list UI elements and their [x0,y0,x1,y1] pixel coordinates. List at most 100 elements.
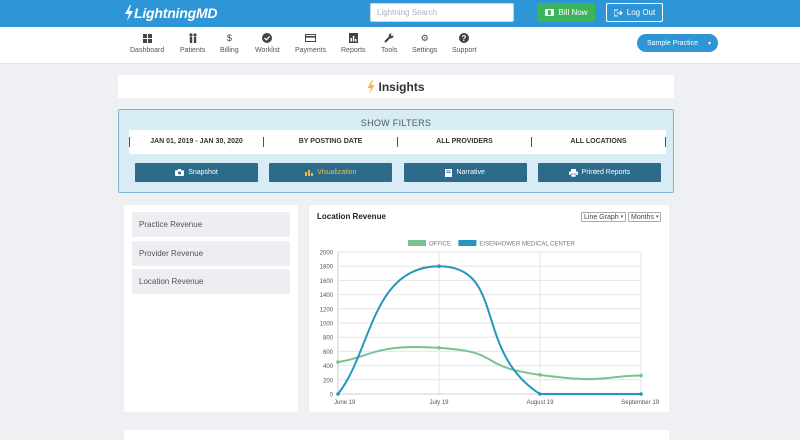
filter-date-basis[interactable]: BY POSTING DATE [263,137,397,147]
y-tick-label: 1000 [320,322,334,328]
check-circle-icon [262,32,273,44]
credit-card-icon [305,32,317,44]
y-tick-label: 1200 [320,307,334,313]
lightning-logo-icon [125,5,133,21]
filters-title[interactable]: SHOW FILTERS [360,118,432,128]
nav-tools-label: Tools [381,47,398,54]
nav-payments[interactable]: Payments [295,32,326,54]
nav-dashboard-label: Dashboard [130,47,165,54]
money-icon [544,9,554,16]
nav-billing[interactable]: $ Billing [220,32,239,54]
snapshot-button[interactable]: Snapshot [135,163,258,182]
nav-reports[interactable]: Reports [341,32,366,54]
y-tick-label: 600 [323,350,334,356]
visualization-label: Visualization [317,169,357,176]
menu-provider-revenue[interactable]: Provider Revenue [132,241,290,266]
y-tick-label: 2000 [320,251,334,257]
legend-swatch-1 [458,240,477,246]
logout-button[interactable]: Log Out [606,3,663,22]
gear-icon: ⚙ [420,33,429,43]
narrative-label: Narrative [456,169,485,176]
nav-settings-label: Settings [412,47,438,54]
nav-support[interactable]: ? Support [452,32,477,54]
logout-icon [613,9,623,16]
data-point [336,392,340,396]
reports-icon [348,32,358,44]
nav-dashboard[interactable]: Dashboard [130,32,164,54]
printed-reports-label: Printed Reports [581,169,631,176]
bottom-card [124,430,669,440]
top-bar: LightningMD Bill Now Log Out [0,0,800,27]
nav-worklist-label: Worklist [255,47,280,54]
nav-patients[interactable]: Patients [180,32,205,54]
data-point [437,264,441,268]
legend-swatch-0 [408,240,426,246]
nav-support-label: Support [452,47,477,54]
patients-icon [188,32,198,44]
filter-providers[interactable]: ALL PROVIDERS [397,137,531,147]
printer-icon [568,168,578,177]
narrative-button[interactable]: Narrative [403,163,527,182]
svg-text:?: ? [462,34,467,43]
nav-reports-label: Reports [341,47,366,54]
nav-patients-label: Patients [180,47,206,54]
y-tick-label: 400 [323,364,334,370]
chart-type-select[interactable]: Line Graph ▾ [581,212,627,222]
bill-now-button[interactable]: Bill Now [537,3,595,22]
insights-header: Insights [118,75,674,98]
snapshot-label: Snapshot [188,169,218,176]
x-tick-label: August 19 [526,400,554,406]
nav-payments-label: Payments [295,47,327,54]
logo-prefix: Lightning [134,5,196,21]
printed-reports-button[interactable]: Printed Reports [537,163,661,182]
view-buttons: Snapshot Visualization Narrative Printed… [135,163,661,182]
visualization-button[interactable]: Visualization [269,163,393,182]
data-point [437,346,441,350]
bill-now-label: Bill Now [558,8,588,17]
data-point [639,392,643,396]
question-icon: ? [459,32,470,44]
dollar-icon: $ [226,33,232,43]
data-point [639,373,643,378]
x-tick-label: July 19 [429,400,449,406]
select-arrow-icon: ▾ [620,214,624,220]
search-input[interactable] [370,3,514,22]
book-icon [445,168,453,177]
menu-practice-revenue[interactable]: Practice Revenue [132,212,290,237]
data-point [336,360,340,364]
bar-chart-icon [305,170,314,176]
practice-selector[interactable]: Sample Practice ▾ [637,34,718,52]
period-select[interactable]: Months ▾ [628,212,662,222]
wrench-icon [384,32,394,44]
y-tick-label: 0 [330,393,334,399]
filters-panel: SHOW FILTERS JAN 01, 2019 - JAN 30, 2020… [118,109,674,193]
y-tick-label: 1800 [320,265,334,271]
period-value: Months [631,213,654,221]
nav-billing-label: Billing [220,47,239,54]
nav-worklist[interactable]: Worklist [255,32,280,54]
logo-suffix: MD [195,5,218,21]
filter-locations[interactable]: ALL LOCATIONS [531,137,666,147]
logo-text: LightningMD [134,5,218,21]
chart-type-value: Line Graph [584,213,619,221]
y-tick-label: 200 [323,378,334,384]
x-tick-label: September 19 [621,400,659,406]
logout-label: Log Out [626,8,656,17]
x-tick-label: June 19 [334,400,356,406]
page-title: Insights [378,79,425,94]
nav-tools[interactable]: Tools [381,32,397,54]
y-tick-label: 800 [323,336,334,342]
nav-settings[interactable]: ⚙ Settings [412,32,437,54]
series-line-1 [337,265,641,395]
filter-summary: JAN 01, 2019 - JAN 30, 2020 BY POSTING D… [129,130,666,154]
y-tick-label: 1600 [320,279,334,285]
menu-location-revenue[interactable]: Location Revenue [132,269,290,294]
chart-title: Location Revenue [317,212,386,221]
filter-date-range[interactable]: JAN 01, 2019 - JAN 30, 2020 [129,137,263,147]
legend-label-1: EISENHOWER MEDICAL CENTER [479,242,575,248]
lightning-bolt-icon [367,79,375,94]
chart-card: 0 200 400 600 800 1000 1200 1400 1600 1800 2000 Jun… [309,205,669,412]
app-logo[interactable]: LightningMD [124,4,218,22]
location-revenue-chart: 0 200 400 600 800 1000 1200 1400 1600 1800 2000 Jun… [320,240,660,406]
camera-icon [175,169,185,176]
